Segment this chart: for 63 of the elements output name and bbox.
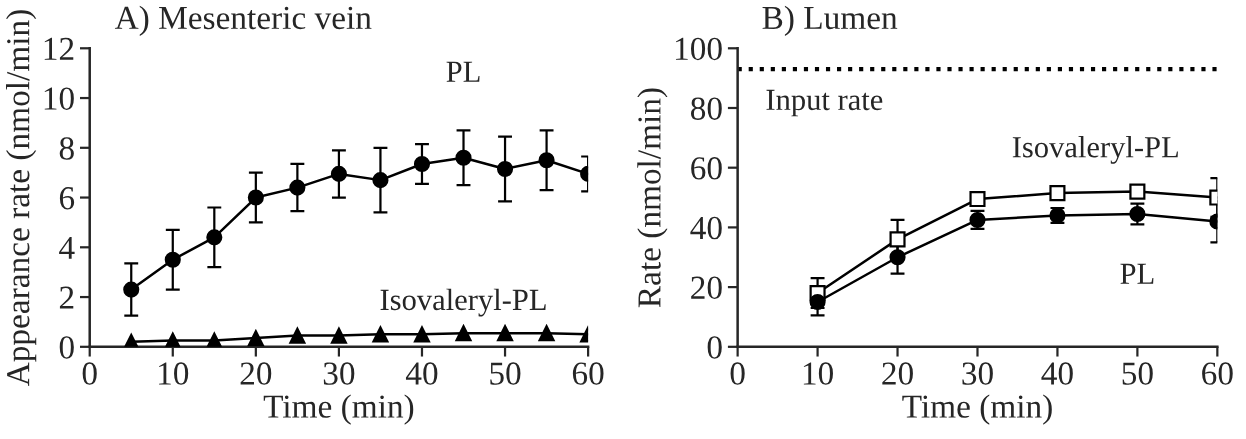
x-axis-title: Time (min) <box>263 394 414 425</box>
point <box>206 229 223 246</box>
y-tick-label: 80 <box>690 97 722 120</box>
point <box>123 281 140 298</box>
y-axis-title: Rate (nmol/min) <box>637 88 668 308</box>
point <box>1129 183 1146 200</box>
point <box>889 231 906 248</box>
x-tick-label: 10 <box>803 362 833 385</box>
text: PL <box>446 61 480 82</box>
point <box>413 155 431 173</box>
y-axis-title: Appearance rate (nmol/min) <box>6 10 37 387</box>
x-tick-label: 50 <box>1122 362 1153 385</box>
point <box>496 325 514 342</box>
x-tick-label: 30 <box>323 362 355 385</box>
x-tick-label: 20 <box>240 362 272 385</box>
x-tick-label: 40 <box>1041 362 1073 385</box>
y-tick-label: 60 <box>691 157 722 180</box>
x-tick-label: 30 <box>962 362 993 385</box>
point <box>538 152 555 169</box>
point <box>455 149 472 166</box>
x-tick-label: 20 <box>882 362 913 385</box>
point <box>969 190 986 208</box>
series-label: Isovaleryl-PL <box>380 288 546 317</box>
y-tick-label: 0 <box>707 336 722 359</box>
y-tick-label: 2 <box>59 286 74 309</box>
x-tick-label: 10 <box>159 362 189 385</box>
y-tick-label: 12 <box>44 37 74 60</box>
x-tick-label: 60 <box>572 362 604 385</box>
y-tick-label: 6 <box>59 187 75 210</box>
point <box>247 189 264 206</box>
chart-title: A) Mesenteric vein <box>114 5 372 36</box>
series-label: PL <box>1120 263 1154 284</box>
y-tick-label: 100 <box>675 37 722 61</box>
ref-line-label: Input rate <box>766 89 883 117</box>
y-tick-label: 20 <box>691 276 722 299</box>
point <box>289 327 306 344</box>
point <box>1049 185 1066 202</box>
series-label: Isovaleryl-PL <box>1012 136 1178 164</box>
point <box>247 330 264 347</box>
point <box>372 326 389 343</box>
x-tick-label: 60 <box>1202 362 1233 385</box>
point <box>496 160 514 177</box>
y-tick-label: 0 <box>59 336 74 359</box>
chart-title: B) Lumen <box>762 5 898 36</box>
x-tick-label: 40 <box>405 362 438 385</box>
point <box>455 325 472 342</box>
x-tick-label: 0 <box>82 362 97 385</box>
x-tick-label: 50 <box>490 362 521 385</box>
point <box>809 293 826 311</box>
y-tick-label: 40 <box>690 216 722 240</box>
point <box>289 179 306 196</box>
point <box>413 326 431 343</box>
x-tick-label: 0 <box>730 362 745 385</box>
x-axis-title: Time (min) <box>902 394 1052 425</box>
point <box>330 165 347 182</box>
point <box>889 249 906 266</box>
point <box>372 172 389 189</box>
point <box>164 251 181 268</box>
point <box>330 327 347 344</box>
y-tick-label: 10 <box>44 87 74 110</box>
point <box>538 325 555 342</box>
y-tick-label: 8 <box>59 137 74 160</box>
y-tick-label: 4 <box>59 236 75 259</box>
